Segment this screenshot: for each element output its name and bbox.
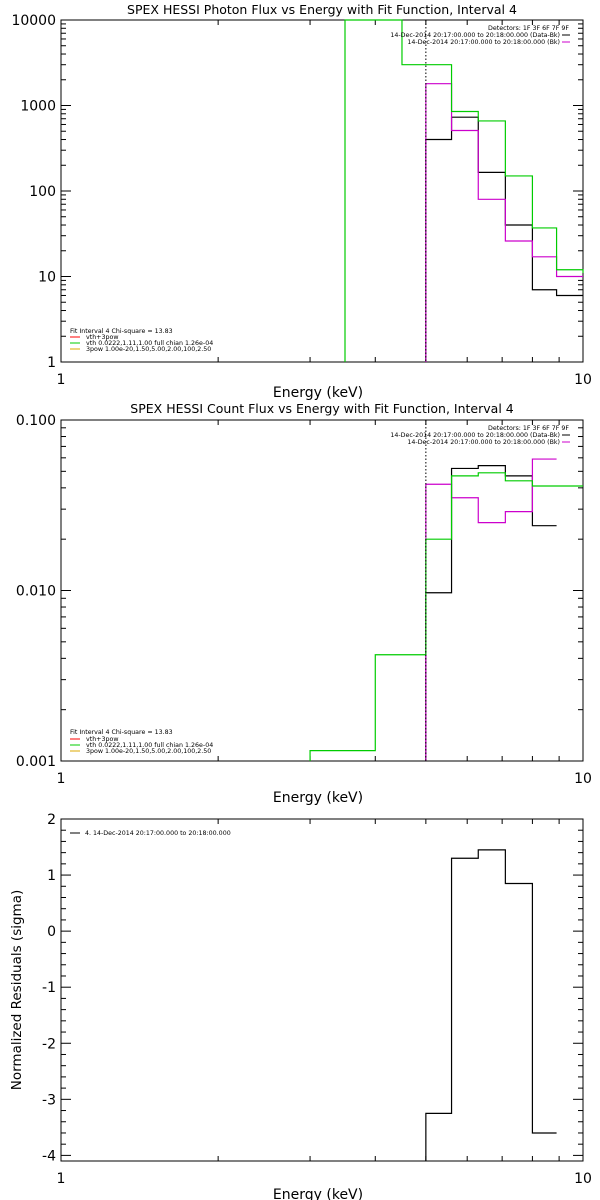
count-flux-header-block: Detectors: 1F 3F 6F 7F 9F 14-Dec-2014 20… — [390, 425, 570, 446]
count-flux-y-tick-label: 0.100 — [16, 413, 56, 429]
photon-flux-axes-frame — [60, 19, 584, 363]
count-flux-x-tick-label: 1 — [57, 771, 66, 787]
residuals-panel: -4 -3 -2 -1 0 1 2 1 10 4. 14-Dec-2014 20:17:00.… — [9, 812, 592, 1200]
photon-flux-header-detectors: Detectors: 1F 3F 6F 7F 9F — [488, 25, 569, 32]
count-flux-legend: Fit Interval 4 Chi-square = 13.83 vth+3p… — [70, 729, 213, 755]
photon-flux-title: SPEX HESSI Photon Flux vs Energy with Fi… — [127, 2, 517, 17]
count-flux-tick-marks — [61, 419, 583, 762]
count-flux-x-tick-labels: 1 10 — [57, 771, 592, 787]
count-flux-legend-item-2: vth 0.0222,1.11,1.00 full chian 1.26e-04 — [86, 742, 213, 749]
residuals-y-tick-label: 1 — [47, 868, 56, 884]
residuals-y-tick-label: -3 — [42, 1092, 56, 1108]
photon-flux-header-block: Detectors: 1F 3F 6F 7F 9F 14-Dec-2014 20… — [390, 25, 570, 46]
residuals-axes-frame — [60, 818, 584, 1162]
residuals-legend-item: 4. 14-Dec-2014 20:17:00.000 to 20:18:00.… — [85, 830, 231, 837]
residuals-y-tick-labels: -4 -3 -2 -1 0 1 2 — [42, 812, 56, 1164]
photon-flux-y-tick-labels: 1 10 100 1000 10000 — [11, 13, 56, 371]
count-flux-series — [309, 458, 583, 761]
photon-flux-series-3-step-line — [344, 19, 584, 362]
count-flux-x-tick-label: 10 — [574, 771, 592, 787]
residuals-y-tick-label: -1 — [42, 980, 56, 996]
residuals-y-tick-label: -2 — [42, 1036, 56, 1052]
count-flux-series-1-step-line — [425, 465, 557, 761]
photon-flux-panel: SPEX HESSI Photon Flux vs Energy with Fi… — [11, 2, 591, 401]
photon-flux-tick-marks — [61, 19, 583, 363]
count-flux-y-tick-labels: 0.001 0.010 0.100 — [16, 413, 56, 770]
residuals-y-tick-label: 2 — [47, 812, 56, 828]
count-flux-legend-header: Fit Interval 4 Chi-square = 13.83 — [70, 729, 173, 736]
photon-flux-y-tick-label: 1 — [47, 355, 56, 371]
count-flux-legend-item-1: vth+3pow — [86, 736, 118, 743]
count-flux-y-tick-label: 0.010 — [16, 584, 56, 600]
count-flux-y-tick-label: 0.001 — [16, 754, 56, 770]
residuals-y-tick-label: -4 — [42, 1148, 56, 1164]
photon-flux-header-data-interval: 14-Dec-2014 20:17:00.000 to 20:18:00.000… — [390, 32, 560, 39]
count-flux-series-2-step-line — [425, 458, 557, 761]
residuals-x-axis-label: Energy (keV) — [273, 1187, 363, 1200]
count-flux-title: SPEX HESSI Count Flux vs Energy with Fit… — [130, 401, 513, 416]
photon-flux-header-bk-interval: 14-Dec-2014 20:17:00.000 to 20:18:00.000… — [407, 39, 560, 46]
residuals-tick-marks — [61, 818, 583, 1161]
photon-flux-x-axis-label: Energy (keV) — [273, 385, 363, 401]
photon-flux-x-tick-label: 1 — [57, 372, 66, 388]
residuals-y-tick-label: 0 — [47, 924, 56, 940]
residuals-x-tick-label: 10 — [574, 1171, 592, 1187]
residuals-x-tick-label: 1 — [57, 1171, 66, 1187]
count-flux-series-3-step-line — [309, 472, 583, 761]
count-flux-panel: SPEX HESSI Count Flux vs Energy with Fit… — [16, 401, 592, 806]
residuals-series-1-step-line — [425, 849, 557, 1161]
photon-flux-legend-header: Fit Interval 4 Chi-square = 13.83 — [70, 328, 173, 335]
photon-flux-legend-item-1: vth+3pow — [86, 334, 118, 341]
count-flux-x-axis-label: Energy (keV) — [273, 790, 363, 806]
photon-flux-y-tick-label: 100 — [29, 184, 56, 200]
photon-flux-x-tick-labels: 1 10 — [57, 372, 592, 388]
count-flux-header-bk-interval: 14-Dec-2014 20:17:00.000 to 20:18:00.000… — [407, 439, 560, 446]
residuals-y-axis-label: Normalized Residuals (sigma) — [9, 890, 25, 1091]
photon-flux-y-tick-label: 10000 — [11, 13, 56, 29]
photon-flux-y-tick-label: 1000 — [20, 99, 56, 115]
count-flux-axes-frame — [60, 419, 584, 762]
photon-flux-legend-item-2: vth 0.0222,1.11,1.00 full chian 1.26e-04 — [86, 340, 213, 347]
residuals-x-tick-labels: 1 10 — [57, 1171, 592, 1187]
photon-flux-series-1-step-line — [425, 116, 583, 362]
photon-flux-y-tick-label: 10 — [38, 270, 56, 286]
photon-flux-x-tick-label: 10 — [574, 372, 592, 388]
photon-flux-series — [344, 19, 584, 362]
photon-flux-legend-item-3: 3pow 1.00e-20,1.50,5.00,2.00,100,2.50 — [86, 346, 211, 353]
count-flux-legend-item-3: 3pow 1.00e-20,1.50,5.00,2.00,100,2.50 — [86, 748, 211, 755]
residuals-series — [425, 849, 557, 1161]
count-flux-header-data-interval: 14-Dec-2014 20:17:00.000 to 20:18:00.000… — [390, 432, 560, 439]
photon-flux-legend: Fit Interval 4 Chi-square = 13.83 vth+3p… — [70, 328, 213, 353]
count-flux-header-detectors: Detectors: 1F 3F 6F 7F 9F — [488, 425, 569, 432]
residuals-legend: 4. 14-Dec-2014 20:17:00.000 to 20:18:00.… — [70, 830, 231, 837]
photon-flux-series-2-step-line — [425, 83, 583, 362]
